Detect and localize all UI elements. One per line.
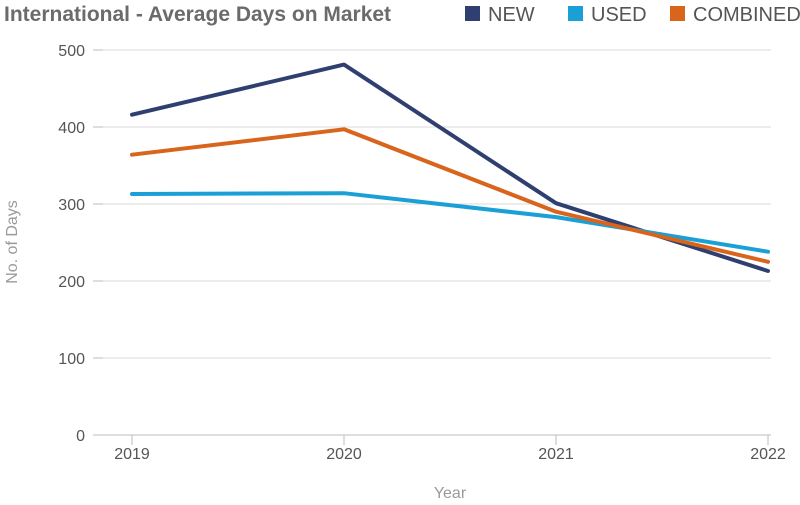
legend: NEW USED COMBINED xyxy=(465,4,800,26)
y-tick-labels: 0 100 200 300 400 500 xyxy=(58,43,103,445)
y-tick-label: 300 xyxy=(58,197,85,214)
y-tick-label: 100 xyxy=(58,351,85,368)
y-tick-label: 500 xyxy=(58,43,85,60)
legend-swatch-new xyxy=(465,6,480,21)
x-axis-label: Year xyxy=(434,485,467,502)
x-tick-labels: 2019 2020 2021 2022 xyxy=(114,435,786,463)
chart-title: International - Average Days on Market xyxy=(4,3,391,26)
x-tick-label: 2021 xyxy=(538,446,574,463)
y-tick-label: 400 xyxy=(58,120,85,137)
y-axis-label: No. of Days xyxy=(4,200,21,284)
y-tick-label: 200 xyxy=(58,274,85,291)
x-tick-label: 2022 xyxy=(750,446,786,463)
series-line-used xyxy=(130,191,770,254)
legend-swatch-used xyxy=(568,6,583,21)
y-tick-label: 0 xyxy=(76,428,85,445)
legend-label-new: NEW xyxy=(488,4,535,26)
x-tick-label: 2020 xyxy=(326,446,362,463)
series-lines xyxy=(130,62,770,273)
legend-swatch-combined xyxy=(670,6,685,21)
legend-label-combined: COMBINED xyxy=(693,4,800,26)
series-line-combined xyxy=(130,127,770,264)
x-tick-label: 2019 xyxy=(114,446,150,463)
legend-label-used: USED xyxy=(591,4,647,26)
